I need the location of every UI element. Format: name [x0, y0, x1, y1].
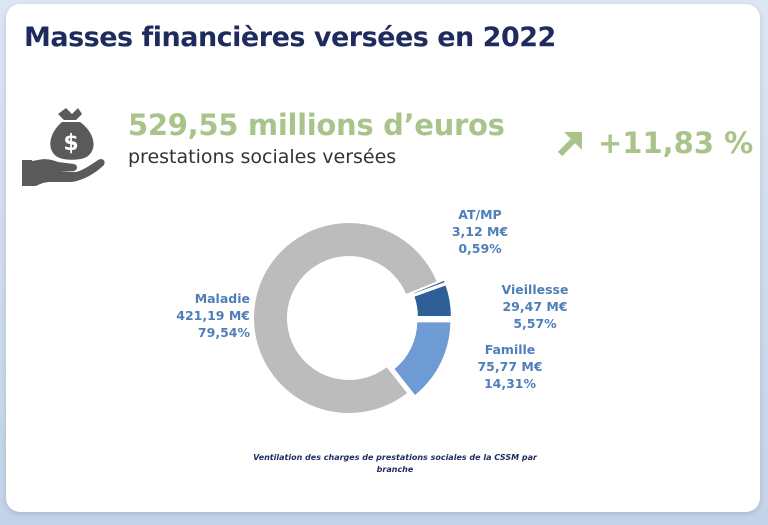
- page-title: Masses financières versées en 2022: [24, 22, 556, 53]
- label-vieillesse-percent: 5,57%: [513, 316, 557, 331]
- chart-caption: Ventilation des charges de prestations s…: [253, 453, 537, 474]
- hand-money-bag-icon: $: [22, 108, 105, 186]
- growth-indicator: +11,83 %: [556, 126, 753, 160]
- label-famille-percent: 14,31%: [483, 376, 537, 391]
- arrow-up-right-icon: [557, 132, 582, 157]
- label-vieillesse-name: Vieillesse: [501, 282, 569, 297]
- label-famille: Famille 75,77 M€ 14,31%: [470, 341, 550, 392]
- total-amount: 529,55 millions d’euros: [128, 108, 505, 142]
- label-maladie: Maladie 421,19 M€ 79,54%: [170, 290, 250, 341]
- segment-maladie: [252, 221, 440, 415]
- label-atmp-value: 3,12 M€: [451, 224, 509, 239]
- label-atmp: AT/MP 3,12 M€ 0,59%: [430, 206, 530, 257]
- label-famille-name: Famille: [484, 342, 536, 357]
- label-vieillesse-value: 29,47 M€: [502, 299, 568, 314]
- total-amount-caption: prestations sociales versées: [128, 146, 397, 168]
- label-maladie-percent: 79,54%: [197, 325, 250, 340]
- label-atmp-name: AT/MP: [458, 207, 502, 222]
- label-famille-value: 75,77 M€: [477, 359, 543, 374]
- growth-value: +11,83 %: [598, 126, 754, 160]
- label-maladie-value: 421,19 M€: [176, 308, 250, 323]
- segment-famille: [391, 320, 453, 398]
- label-maladie-name: Maladie: [194, 291, 250, 306]
- label-atmp-percent: 0,59%: [458, 241, 502, 256]
- svg-text:$: $: [63, 131, 78, 156]
- segment-vieillesse: [411, 282, 453, 319]
- label-vieillesse: Vieillesse 29,47 M€ 5,57%: [490, 281, 580, 332]
